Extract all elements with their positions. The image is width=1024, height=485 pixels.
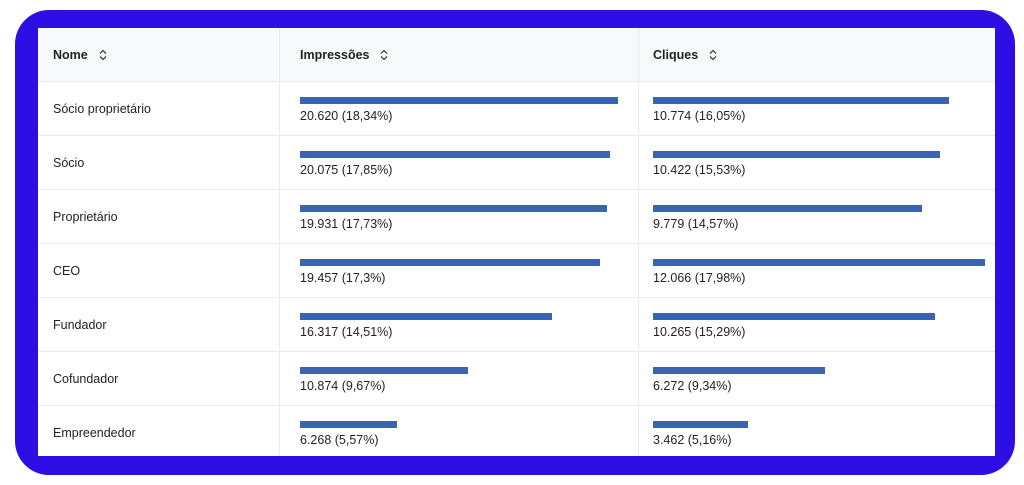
clicks-value: 3.462 (5,16%) [653,433,732,447]
column-header-cliques[interactable]: Cliques [653,28,718,81]
row-name: Sócio [53,156,85,170]
clicks-bar [653,205,922,212]
sort-icon[interactable] [98,49,108,61]
column-header-impressoes[interactable]: Impressões [300,28,389,81]
clicks-bar [653,421,748,428]
row-name: Cofundador [53,372,119,386]
clicks-value: 12.066 (17,98%) [653,271,746,285]
clicks-bar [653,313,935,320]
sort-icon[interactable] [379,49,389,61]
impressions-bar [300,421,397,428]
clicks-bar [653,367,825,374]
row-divider [38,351,995,352]
column-header-label: Nome [53,47,88,62]
clicks-bar [653,97,949,104]
impressions-value: 16.317 (14,51%) [300,325,393,339]
impressions-value: 19.931 (17,73%) [300,217,393,231]
sort-icon[interactable] [708,49,718,61]
column-header-label: Cliques [653,47,699,62]
impressions-value: 10.874 (9,67%) [300,379,386,393]
table-header [38,28,995,82]
row-name: CEO [53,264,81,278]
impressions-bar [300,151,610,158]
row-name: Fundador [53,318,107,332]
row-divider [38,243,995,244]
clicks-value: 10.422 (15,53%) [653,163,746,177]
impressions-value: 20.620 (18,34%) [300,109,393,123]
clicks-value: 6.272 (9,34%) [653,379,732,393]
impressions-value: 6.268 (5,57%) [300,433,379,447]
row-divider [38,297,995,298]
impressions-bar [300,259,600,266]
clicks-value: 10.774 (16,05%) [653,109,746,123]
row-name: Empreendedor [53,426,136,440]
row-name: Proprietário [53,210,118,224]
clicks-bar [653,151,940,158]
data-table: Nome Impressões Cliques Sócio proprietár… [38,28,995,456]
column-header-label: Impressões [300,47,370,62]
column-divider [638,28,639,456]
clicks-bar [653,259,985,266]
column-header-nome[interactable]: Nome [53,28,108,81]
impressions-bar [300,97,618,104]
impressions-value: 20.075 (17,85%) [300,163,393,177]
impressions-value: 19.457 (17,3%) [300,271,386,285]
row-name: Sócio proprietário [53,102,151,116]
impressions-bar [300,367,468,374]
row-divider [38,135,995,136]
impressions-bar [300,313,552,320]
row-divider [38,405,995,406]
clicks-value: 9.779 (14,57%) [653,217,739,231]
impressions-bar [300,205,607,212]
clicks-value: 10.265 (15,29%) [653,325,746,339]
column-divider [279,28,280,456]
row-divider [38,189,995,190]
